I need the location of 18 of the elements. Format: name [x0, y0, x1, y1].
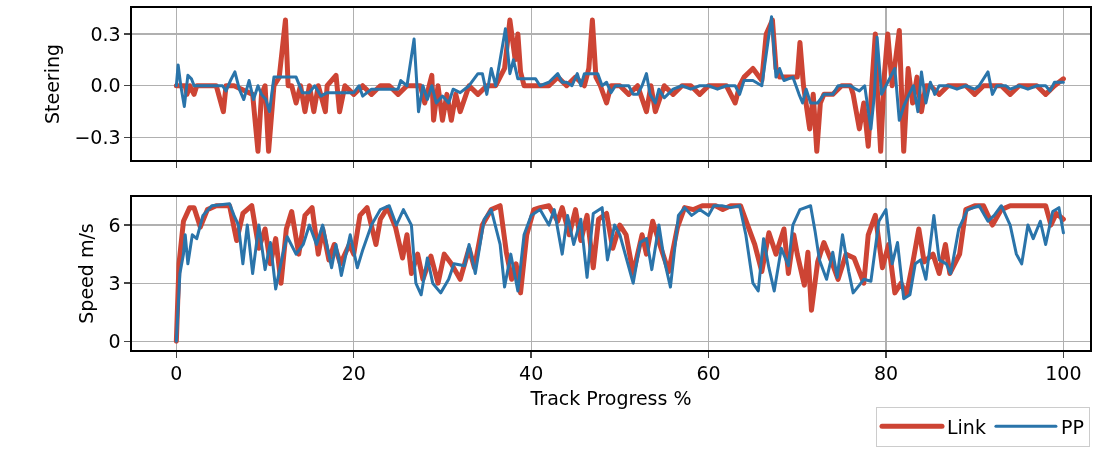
y-tick-label: 0 [108, 329, 121, 352]
legend-label: Link [947, 415, 986, 438]
x-tick-label: 40 [519, 362, 544, 385]
line-series [174, 15, 1065, 131]
y-tick-label: 0.3 [90, 22, 121, 45]
y-tick-label: 6 [108, 213, 121, 236]
x-tick-label: 0 [170, 362, 183, 385]
y-tick-label: 0.0 [90, 74, 121, 97]
y-tick-label: −0.3 [74, 126, 121, 149]
y-axis-title: Speed m/s [74, 223, 97, 324]
x-tick-label: 60 [696, 362, 721, 385]
y-tick-label: 3 [108, 271, 121, 294]
y-axis-title: Steering [40, 43, 63, 125]
x-tick-label: 20 [341, 362, 366, 385]
x-axis-title: Track Progress % [529, 386, 692, 409]
x-tick-label: 80 [873, 362, 899, 385]
legend-label: PP [1060, 415, 1084, 438]
x-tick-label: 100 [1045, 362, 1082, 385]
